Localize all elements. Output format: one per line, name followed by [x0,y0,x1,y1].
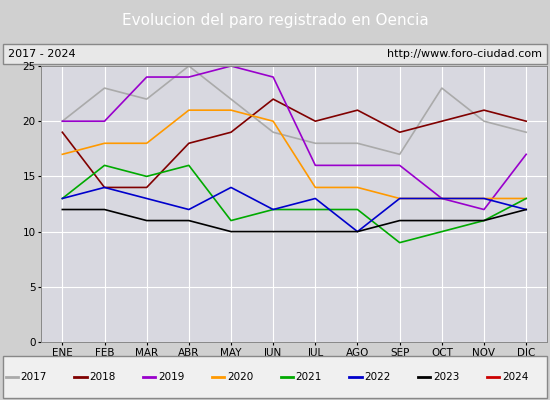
Text: http://www.foro-ciudad.com: http://www.foro-ciudad.com [387,49,542,59]
Text: 2024: 2024 [502,372,528,382]
Text: 2017 - 2024: 2017 - 2024 [8,49,76,59]
Text: 2021: 2021 [296,372,322,382]
Text: 2022: 2022 [364,372,390,382]
Text: 2019: 2019 [158,372,184,382]
Bar [3,44,547,64]
Text: 2018: 2018 [89,372,116,382]
Text: 2017: 2017 [21,372,47,382]
Text: 2020: 2020 [227,372,253,382]
Text: Evolucion del paro registrado en Oencia: Evolucion del paro registrado en Oencia [122,14,428,28]
Text: 2023: 2023 [433,372,459,382]
